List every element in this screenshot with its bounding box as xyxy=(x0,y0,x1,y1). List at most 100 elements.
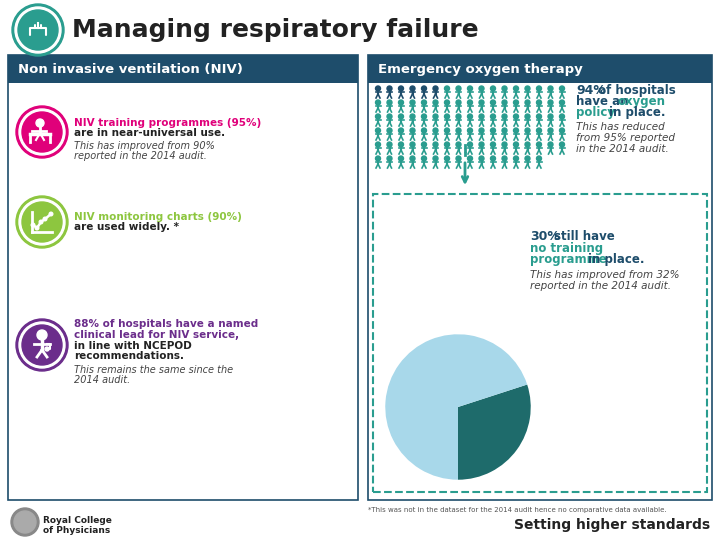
Circle shape xyxy=(421,114,426,119)
Circle shape xyxy=(513,100,518,105)
Circle shape xyxy=(398,142,403,147)
Circle shape xyxy=(513,128,518,133)
Circle shape xyxy=(387,128,392,133)
Circle shape xyxy=(525,156,530,161)
Circle shape xyxy=(387,156,392,161)
Circle shape xyxy=(398,156,403,161)
Circle shape xyxy=(421,128,426,133)
Circle shape xyxy=(536,100,541,105)
Circle shape xyxy=(559,100,564,105)
Circle shape xyxy=(490,128,495,133)
Circle shape xyxy=(490,156,495,161)
Circle shape xyxy=(35,226,39,230)
Circle shape xyxy=(19,322,65,368)
Circle shape xyxy=(479,114,484,119)
Bar xyxy=(368,55,712,500)
Text: This has reduced: This has reduced xyxy=(576,122,665,132)
Circle shape xyxy=(467,156,472,161)
Circle shape xyxy=(502,100,507,105)
Circle shape xyxy=(19,109,65,155)
Circle shape xyxy=(376,142,380,147)
Text: This has improved from 90%: This has improved from 90% xyxy=(74,141,215,151)
Circle shape xyxy=(467,86,472,91)
Circle shape xyxy=(444,142,449,147)
Text: 88% of hospitals have a named: 88% of hospitals have a named xyxy=(74,319,258,329)
Circle shape xyxy=(16,196,68,248)
Text: Emergency oxygen therapy: Emergency oxygen therapy xyxy=(378,63,582,76)
Circle shape xyxy=(36,119,44,127)
Circle shape xyxy=(479,156,484,161)
Circle shape xyxy=(502,142,507,147)
Circle shape xyxy=(479,100,484,105)
Circle shape xyxy=(433,156,438,161)
Text: reported in the 2014 audit.: reported in the 2014 audit. xyxy=(530,281,671,291)
Text: of hospitals: of hospitals xyxy=(598,84,676,97)
Circle shape xyxy=(421,86,426,91)
Circle shape xyxy=(502,128,507,133)
Circle shape xyxy=(387,86,392,91)
Circle shape xyxy=(45,347,49,351)
Circle shape xyxy=(22,112,62,152)
Circle shape xyxy=(410,86,415,91)
Circle shape xyxy=(456,86,461,91)
Circle shape xyxy=(444,156,449,161)
Circle shape xyxy=(31,223,35,227)
Circle shape xyxy=(490,114,495,119)
Circle shape xyxy=(467,142,472,147)
Circle shape xyxy=(433,114,438,119)
Text: clinical lead for NIV service,: clinical lead for NIV service, xyxy=(74,330,239,340)
Circle shape xyxy=(513,156,518,161)
Circle shape xyxy=(490,86,495,91)
Circle shape xyxy=(513,86,518,91)
Circle shape xyxy=(49,212,53,216)
Circle shape xyxy=(433,128,438,133)
Circle shape xyxy=(536,156,541,161)
Circle shape xyxy=(444,114,449,119)
Circle shape xyxy=(536,142,541,147)
Circle shape xyxy=(410,100,415,105)
Circle shape xyxy=(421,156,426,161)
Circle shape xyxy=(548,128,553,133)
Circle shape xyxy=(387,142,392,147)
Circle shape xyxy=(559,86,564,91)
Circle shape xyxy=(43,217,47,221)
Circle shape xyxy=(525,142,530,147)
Circle shape xyxy=(444,100,449,105)
Circle shape xyxy=(444,86,449,91)
Circle shape xyxy=(376,100,380,105)
Circle shape xyxy=(410,128,415,133)
Text: from 95% reported: from 95% reported xyxy=(576,133,675,143)
Circle shape xyxy=(559,114,564,119)
Text: reported in the 2014 audit.: reported in the 2014 audit. xyxy=(74,151,207,161)
Circle shape xyxy=(398,86,403,91)
Text: 94%: 94% xyxy=(576,84,606,97)
Text: have an: have an xyxy=(576,95,633,108)
Text: in the 2014 audit.: in the 2014 audit. xyxy=(576,144,669,154)
Text: oxygen: oxygen xyxy=(618,95,666,108)
Circle shape xyxy=(398,100,403,105)
Circle shape xyxy=(513,114,518,119)
Circle shape xyxy=(16,319,68,371)
Circle shape xyxy=(376,156,380,161)
Circle shape xyxy=(410,114,415,119)
Circle shape xyxy=(444,128,449,133)
Circle shape xyxy=(513,142,518,147)
Circle shape xyxy=(433,86,438,91)
Text: Setting higher standards: Setting higher standards xyxy=(514,518,710,532)
Circle shape xyxy=(536,128,541,133)
Circle shape xyxy=(456,100,461,105)
Circle shape xyxy=(525,100,530,105)
Circle shape xyxy=(410,142,415,147)
Circle shape xyxy=(467,114,472,119)
Circle shape xyxy=(39,220,42,224)
Text: 30%: 30% xyxy=(530,230,560,243)
Circle shape xyxy=(12,4,64,56)
Bar xyxy=(368,55,712,83)
Circle shape xyxy=(22,202,62,242)
Text: Royal College: Royal College xyxy=(43,516,112,525)
Text: NIV monitoring charts (90%): NIV monitoring charts (90%) xyxy=(74,212,242,222)
Text: programme: programme xyxy=(530,253,607,266)
Text: Non invasive ventilation (NIV): Non invasive ventilation (NIV) xyxy=(18,63,243,76)
Text: are in near-universal use.: are in near-universal use. xyxy=(74,128,225,138)
Circle shape xyxy=(525,128,530,133)
